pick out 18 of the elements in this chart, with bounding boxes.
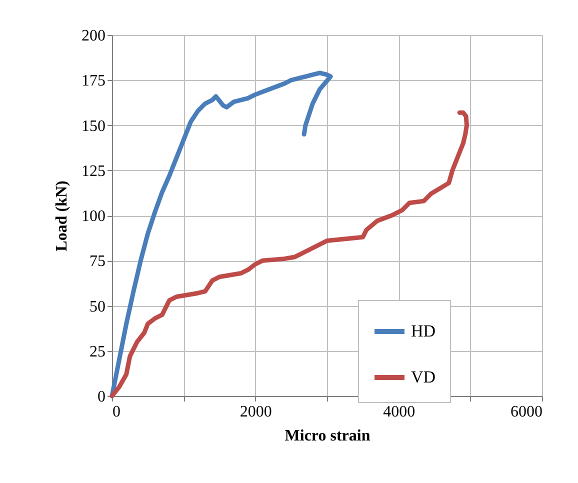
x-tick-label: 4000 (383, 404, 416, 420)
x-tick-label: 6000 (510, 404, 542, 420)
y-tick-label: 100 (82, 208, 106, 225)
legend-label: VD (411, 368, 436, 386)
x-axis-title: Micro strain (284, 428, 370, 444)
y-tick-label: 150 (82, 118, 106, 135)
y-tick-label: 0 (98, 388, 106, 406)
y-tick-label: 200 (82, 28, 106, 44)
x-tick-label: 2000 (240, 404, 272, 420)
y-tick-label: 25 (90, 343, 106, 360)
y-axis-title: Load (kN) (54, 180, 70, 252)
line-series (110, 110, 469, 398)
y-tick-label: 50 (90, 298, 106, 316)
x-tick-label: 0 (112, 404, 120, 420)
legend-label: HD (411, 322, 436, 340)
y-tick-label: 175 (82, 72, 106, 90)
y-tick-label: 75 (90, 253, 106, 270)
y-tick-label: 125 (82, 162, 106, 180)
